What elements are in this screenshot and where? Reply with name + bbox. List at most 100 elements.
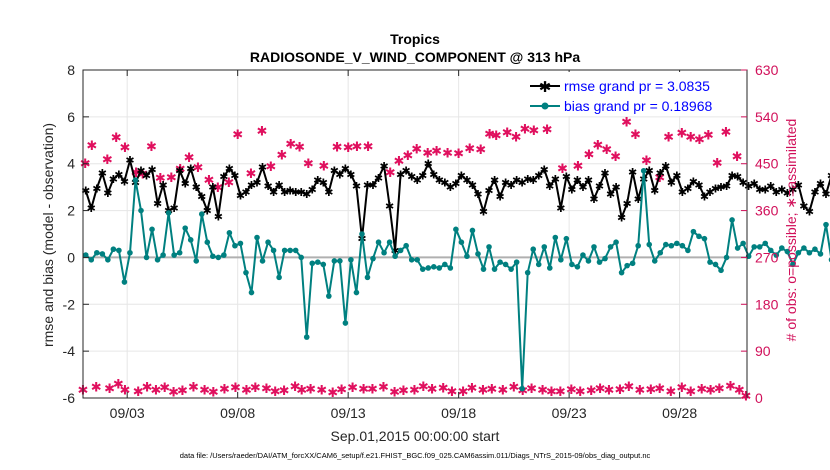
rmse-point: ✱ [252,177,261,189]
bias-point [580,252,586,258]
bias-point [447,265,454,271]
bias-point [795,249,802,256]
rmse-point: ✱ [263,181,272,193]
rmse-point: ✱ [374,173,383,185]
obs-bottom-marker: ✱ [696,382,707,397]
bias-point [187,237,194,243]
rmse-point: ✱ [744,181,753,193]
bias-point [552,234,559,241]
bias-line [85,169,830,390]
rmse-point: ✱ [440,177,449,189]
bias-point [270,247,277,254]
bias-point [414,256,421,263]
bias-point [530,246,537,253]
obs-bottom-marker: ✱ [290,379,301,394]
rmse-point: ✱ [446,182,455,194]
bias-point [817,251,824,257]
rmse-point: ✱ [578,182,587,194]
obs-assimilated-marker: ✱ [223,175,234,190]
obs-assimilated-marker: ✱ [363,139,374,154]
y2-tick-label: 180 [755,296,779,312]
rmse-line [84,159,830,252]
bias-point [790,261,796,268]
plot-box [82,69,748,399]
ticks [83,69,747,399]
obs-assimilated-marker: ✱ [402,148,413,163]
rmse-point: ✱ [479,207,488,219]
obs-bottom-marker: ✱ [241,383,252,398]
rmse-point: ✱ [551,174,560,186]
obs-assimilated-marker: ✱ [484,127,495,142]
bias-point [651,258,658,264]
bias-point [458,239,465,245]
x-tick-label: 09/13 [331,405,366,421]
obs-bottom-marker: ✱ [634,383,645,398]
obs-bottom-marker: ✱ [409,383,420,398]
bias-point [823,221,829,228]
y2-axis-label: # of obs: o=possible; ∗=assimilated [783,119,799,342]
bias-point [668,242,675,249]
obs-bottom-marker: ✱ [595,381,606,396]
bias-point [425,265,432,271]
rmse-point: ✱ [567,184,576,196]
obs-bottom-marker: ✱ [566,382,577,397]
obs-assimilated-marker: ✱ [584,147,595,162]
obs-bottom-marker: ✱ [575,384,586,399]
bias-point [596,259,603,265]
rmse-point: ✱ [788,184,797,196]
bias-point [773,252,780,258]
bias-point [254,234,260,241]
rmse-point: ✱ [777,184,786,196]
rmse-point: ✱ [363,180,372,192]
obs-assimilated-marker: ✱ [137,167,148,182]
bias-point [569,261,575,268]
bias-point [541,244,548,250]
rmse-point: ✱ [556,203,565,215]
rmse-point: ✱ [147,165,156,177]
obs-assimilated-marker: ✱ [276,147,287,162]
obs-bottom-marker: ✱ [676,380,687,395]
rmse-point: ✱ [722,181,731,193]
bias-point [314,259,321,265]
bias-point [469,227,476,234]
bias-point [674,240,680,247]
y-tick-label: 6 [67,109,75,125]
obs-assimilated-marker: ✱ [343,140,354,155]
rmse-point: ✱ [716,182,725,194]
obs-bottom-marker: ✱ [447,384,458,399]
obs-bottom-marker: ✱ [168,384,179,399]
y2-tick-label: 90 [755,343,771,359]
bias-point [502,261,509,268]
obs-bottom-marker: ✱ [347,380,358,395]
obs-bottom-marker: ✱ [316,383,327,398]
y2-tick-label: 360 [755,203,779,219]
obs-bottom-marker: ✱ [398,383,409,398]
bias-point [535,261,542,268]
bias-point [696,233,702,240]
bias-point [121,279,128,285]
bias-point [221,252,227,258]
bias-point [513,259,520,265]
y2-tick-label: 0 [755,390,763,406]
rmse-point: ✱ [114,169,123,181]
rmse-point: ✱ [656,168,665,180]
rmse-point: ✱ [308,184,317,196]
rmse-point: ✱ [153,199,162,211]
rmse-point: ✱ [98,168,107,180]
rmse-point: ✱ [694,180,703,192]
bias-point [453,226,459,233]
bias-point [171,252,177,258]
obs-bottom-marker: ✱ [458,384,469,399]
rmse-point: ✱ [661,161,670,173]
obs-assimilated-marker: ✱ [184,150,195,165]
bias-point [685,247,691,254]
obs-bottom-marker: ✱ [150,383,161,398]
bias-point [182,225,188,231]
bias-point [618,269,625,276]
rmse-point: ✱ [109,174,118,186]
rmse-point: ✱ [120,176,129,188]
bias-point [259,258,266,264]
bias-point [386,239,393,245]
obs-assimilated-marker: ✱ [630,127,641,142]
rmse-point: ✱ [573,175,582,187]
